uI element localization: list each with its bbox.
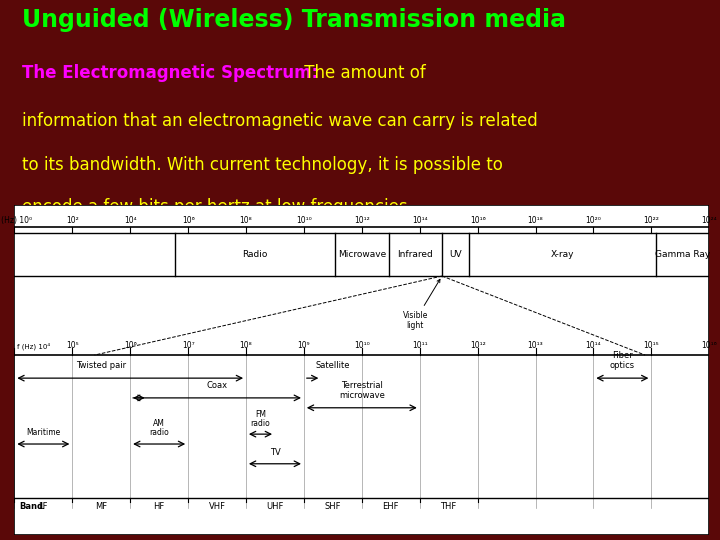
Text: 10¹¹: 10¹¹	[412, 341, 428, 350]
Text: Terrestrial
microwave: Terrestrial microwave	[339, 381, 384, 400]
Text: 10²²: 10²²	[644, 216, 660, 225]
Text: UV: UV	[449, 250, 462, 259]
Text: The Electromagnetic Spectrum:: The Electromagnetic Spectrum:	[22, 64, 318, 82]
Text: EHF: EHF	[382, 502, 399, 511]
Text: 10¹⁴: 10¹⁴	[585, 341, 601, 350]
Text: Maritime: Maritime	[26, 428, 60, 437]
Text: Unguided (Wireless) Transmission media: Unguided (Wireless) Transmission media	[22, 8, 566, 32]
Text: Fiber
optics: Fiber optics	[610, 351, 635, 370]
Text: to its bandwidth. With current technology, it is possible to: to its bandwidth. With current technolog…	[22, 156, 503, 174]
Text: VHF: VHF	[209, 502, 225, 511]
Text: Coax: Coax	[207, 381, 228, 390]
Text: Infrared: Infrared	[397, 250, 433, 259]
Text: 10¹⁵: 10¹⁵	[644, 341, 660, 350]
Text: 10²: 10²	[66, 216, 78, 225]
Text: 10¹⁰: 10¹⁰	[354, 341, 369, 350]
Text: 10¹⁸: 10¹⁸	[528, 216, 544, 225]
Text: 10¹²: 10¹²	[354, 216, 369, 225]
Text: Visible
light: Visible light	[402, 279, 440, 330]
Text: X-ray: X-ray	[551, 250, 574, 259]
Text: 10⁸: 10⁸	[240, 341, 252, 350]
Text: 10⁶: 10⁶	[181, 216, 194, 225]
Text: Satellite: Satellite	[315, 361, 350, 370]
Text: FM
radio: FM radio	[251, 409, 270, 428]
Text: f (Hz) 10⁴: f (Hz) 10⁴	[17, 343, 50, 350]
Text: 10⁴: 10⁴	[124, 216, 137, 225]
Text: 10⁶: 10⁶	[124, 341, 137, 350]
Text: 10²⁴: 10²⁴	[701, 216, 717, 225]
Text: The amount of: The amount of	[299, 64, 426, 82]
Text: Microwave: Microwave	[338, 250, 386, 259]
Text: 10¹⁰: 10¹⁰	[296, 216, 312, 225]
Text: 10¹⁴: 10¹⁴	[412, 216, 428, 225]
Text: Band: Band	[19, 502, 44, 511]
Text: Gamma Ray: Gamma Ray	[655, 250, 710, 259]
Text: 10¹⁶: 10¹⁶	[701, 341, 717, 350]
Text: UHF: UHF	[266, 502, 284, 511]
Text: HF: HF	[153, 502, 165, 511]
Text: 10¹⁶: 10¹⁶	[469, 216, 485, 225]
Text: 10⁵: 10⁵	[66, 341, 78, 350]
Text: MF: MF	[95, 502, 107, 511]
Text: encode a few bits per hertz at low frequencies: encode a few bits per hertz at low frequ…	[22, 198, 408, 216]
Text: 10⁹: 10⁹	[297, 341, 310, 350]
Text: LF: LF	[39, 502, 48, 511]
Text: f (Hz) 10⁰: f (Hz) 10⁰	[0, 216, 32, 225]
Text: TV: TV	[269, 448, 280, 457]
Text: 10¹²: 10¹²	[469, 341, 485, 350]
Text: information that an electromagnetic wave can carry is related: information that an electromagnetic wave…	[22, 112, 537, 130]
Text: 10²⁰: 10²⁰	[585, 216, 601, 225]
Text: SHF: SHF	[325, 502, 341, 511]
Text: 10⁷: 10⁷	[181, 341, 194, 350]
Text: Twisted pair: Twisted pair	[76, 361, 126, 370]
Text: 10⁸: 10⁸	[240, 216, 252, 225]
Text: 10¹³: 10¹³	[528, 341, 544, 350]
FancyBboxPatch shape	[14, 205, 709, 535]
Text: Radio: Radio	[242, 250, 268, 259]
Text: THF: THF	[441, 502, 456, 511]
Text: AM
radio: AM radio	[149, 420, 169, 437]
